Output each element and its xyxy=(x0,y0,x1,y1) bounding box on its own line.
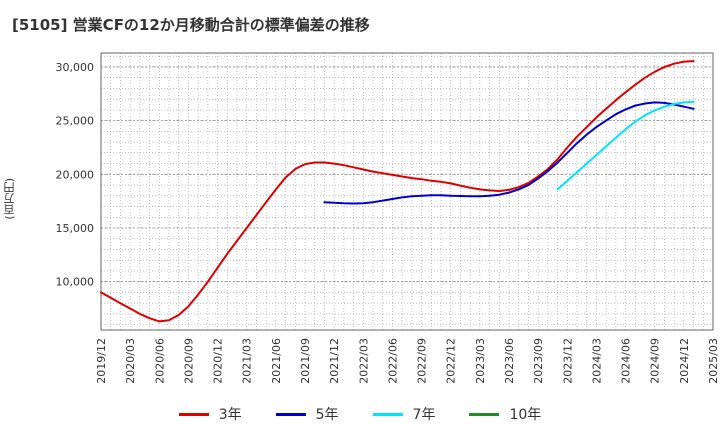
x-tick-label: 2021/12 xyxy=(328,338,341,384)
x-tick-label: 2025/03 xyxy=(707,338,720,384)
x-tick-label: 2021/09 xyxy=(299,338,312,384)
y-tick-label: 20,000 xyxy=(56,168,95,181)
x-tick-label: 2021/03 xyxy=(241,338,254,384)
legend-label: 3年 xyxy=(218,407,242,423)
legend-swatch xyxy=(469,412,500,416)
legend-swatch xyxy=(275,412,306,416)
x-tick-label: 2020/03 xyxy=(124,338,137,384)
x-tick-label: 2019/12 xyxy=(95,338,108,384)
legend-swatch xyxy=(178,412,209,416)
x-tick-label: 2024/03 xyxy=(590,338,603,384)
legend-item: 10年 xyxy=(469,404,541,424)
x-tick-label: 2022/06 xyxy=(386,338,399,384)
plot-frame xyxy=(100,52,714,331)
x-tick-label: 2022/03 xyxy=(357,338,370,384)
chart-legend: 3年 5年 7年 10年 xyxy=(0,404,720,424)
y-tick-label: 15,000 xyxy=(56,222,95,235)
x-tick-label: 2023/09 xyxy=(532,338,545,384)
y-tick-label: 25,000 xyxy=(56,115,95,128)
line-chart: 10,000 15,000 20,000 25,000 30,000 2019/12 202… xyxy=(56,52,720,384)
x-tick-label: 2024/12 xyxy=(678,338,691,384)
legend-item: 3年 xyxy=(178,404,242,424)
series-line-7年 xyxy=(556,100,695,191)
legend-label: 7年 xyxy=(412,407,436,423)
x-tick-label: 2020/06 xyxy=(153,338,166,384)
legend-swatch xyxy=(372,412,403,416)
chart-title: [5105] 営業CFの12か月移動合計の標準偏差の推移 xyxy=(12,16,370,34)
x-tick-label: 2021/06 xyxy=(270,338,283,384)
x-tick-label: 2022/12 xyxy=(445,338,458,384)
x-tick-label: 2022/09 xyxy=(416,338,429,384)
series-line-3年 xyxy=(100,60,695,323)
legend-item: 7年 xyxy=(372,404,436,424)
x-tick-label: 2023/06 xyxy=(503,338,516,384)
legend-item: 5年 xyxy=(275,404,339,424)
x-tick-label: 2023/12 xyxy=(561,338,574,384)
y-tick-label: 10,000 xyxy=(56,276,95,289)
series-line-5年 xyxy=(323,101,695,205)
x-tick-label: 2024/09 xyxy=(649,338,662,384)
x-tick-label: 2024/06 xyxy=(620,338,633,384)
y-tick-label: 30,000 xyxy=(56,61,95,74)
x-tick-label: 2020/09 xyxy=(182,338,195,384)
legend-label: 5年 xyxy=(315,407,339,423)
legend-label: 10年 xyxy=(509,407,542,423)
x-tick-label: 2020/12 xyxy=(212,338,225,384)
x-tick-label: 2023/03 xyxy=(474,338,487,384)
